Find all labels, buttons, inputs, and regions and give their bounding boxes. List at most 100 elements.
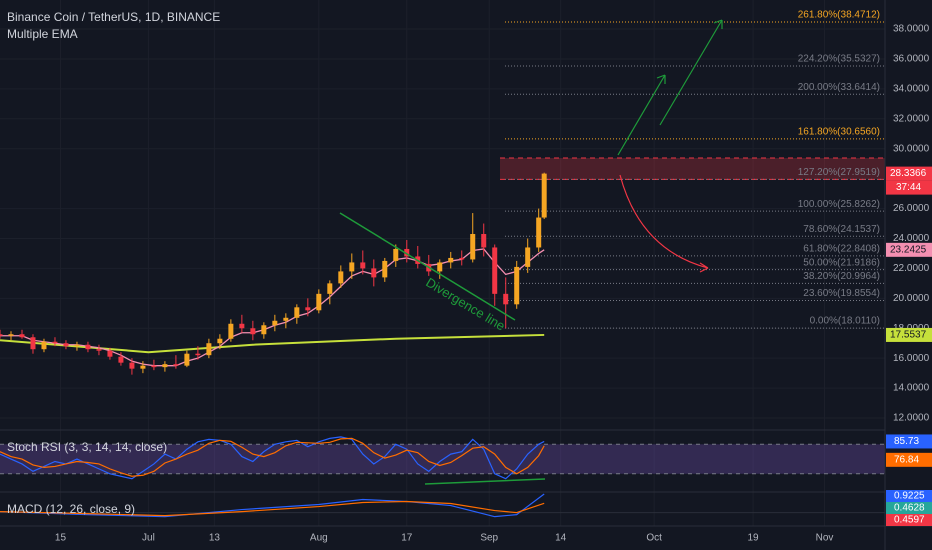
stoch-line <box>0 436 545 480</box>
candle-body <box>96 349 102 351</box>
macd-tag <box>886 502 932 514</box>
candle-body <box>30 337 36 350</box>
chart-title: Binance Coin / TetherUS, 1D, BINANCE <box>7 10 220 24</box>
fib-label: 61.80%(22.8408) <box>803 243 880 254</box>
x-tick-label: Nov <box>816 533 834 544</box>
candle-body <box>107 350 113 357</box>
candle-body <box>195 353 201 356</box>
candle-body <box>437 262 443 272</box>
candle-body <box>173 364 179 366</box>
macd-line <box>0 500 545 517</box>
candle-body <box>316 293 322 311</box>
stoch-tag-label: 76.84 <box>894 454 919 465</box>
candle-body <box>327 283 333 294</box>
macd-tag <box>886 490 932 502</box>
candle-body <box>217 338 223 344</box>
candle-body <box>338 271 344 284</box>
candle-body <box>503 293 509 305</box>
macd-tag-label: 0.4597 <box>894 515 925 526</box>
candle-body <box>239 323 245 329</box>
candle-body <box>19 334 25 338</box>
x-tick-label: Aug <box>310 533 328 544</box>
price-tag <box>886 242 932 257</box>
candle-body <box>8 334 14 336</box>
countdown-tag <box>886 180 932 195</box>
candle-body <box>41 341 47 350</box>
candle-body <box>492 247 498 294</box>
candle-body <box>393 248 399 261</box>
y-tick-label: 16.0000 <box>893 353 930 364</box>
candle-body <box>349 262 355 272</box>
y-tick-label: 20.0000 <box>893 293 930 304</box>
candle-body <box>129 362 135 369</box>
zone <box>500 157 885 180</box>
candle-body <box>382 260 388 278</box>
candle-body <box>470 234 476 260</box>
indicator-title: MACD (12, 26, close, 9) <box>7 502 135 516</box>
y-tick-label: 12.0000 <box>893 413 930 424</box>
countdown: 37:44 <box>896 182 921 193</box>
candle-body <box>0 334 3 336</box>
price-tag <box>886 327 932 342</box>
x-tick-label: 13 <box>209 533 221 544</box>
candle-body <box>525 247 531 267</box>
candle-body <box>404 248 410 257</box>
fib-label: 100.00%(25.8262) <box>798 199 880 210</box>
y-tick-label: 34.0000 <box>893 84 930 95</box>
candle-body <box>184 353 190 366</box>
candle-body <box>360 262 366 269</box>
candle-body <box>118 356 124 363</box>
candle-body <box>459 257 465 260</box>
candle-body <box>85 344 91 350</box>
macd-tag-label: 0.9225 <box>894 491 925 502</box>
price-tag-label: 23.2425 <box>890 244 927 255</box>
fib-label: 38.20%(20.9964) <box>803 271 880 282</box>
arrow <box>659 19 723 126</box>
macd-tag-label: 0.4628 <box>894 503 925 514</box>
x-tick-label: 15 <box>55 533 67 544</box>
y-tick-label: 26.0000 <box>893 203 930 214</box>
y-tick-label: 36.0000 <box>893 54 930 65</box>
divergence-line <box>339 212 516 321</box>
stoch-tag-label: 85.73 <box>894 436 919 447</box>
candle-body <box>151 365 157 368</box>
y-tick-label: 30.0000 <box>893 143 930 154</box>
candle-body <box>162 364 168 368</box>
arrow <box>617 74 666 156</box>
macd-tag <box>886 514 932 526</box>
candle-body <box>514 266 520 305</box>
stoch-tag <box>886 434 932 449</box>
subtitle: Multiple EMA <box>7 27 78 41</box>
plot: 261.80%(38.4712) 224.20%(35.5327) 200.00%(… <box>0 9 885 518</box>
candle-body <box>52 341 58 344</box>
fib-label: 78.60%(24.1537) <box>803 224 880 235</box>
candle-body <box>305 307 311 311</box>
fib-label: 23.60%(19.8554) <box>803 288 880 299</box>
candle-body <box>536 217 542 248</box>
fib-label: 50.00%(21.9186) <box>803 257 880 268</box>
candle-body <box>371 268 377 278</box>
y-tick-label: 38.0000 <box>893 24 930 35</box>
candle-body <box>74 344 80 347</box>
y-tick-label: 22.0000 <box>893 263 930 274</box>
macd-line <box>0 493 545 518</box>
stoch-tag <box>886 452 932 467</box>
fib-label: 261.80%(38.4712) <box>798 10 880 21</box>
candle-body <box>206 343 212 356</box>
candle-body <box>283 317 289 321</box>
x-tick-label: 14 <box>555 533 567 544</box>
candle-body <box>228 323 234 339</box>
x-tick-label: Oct <box>646 533 662 544</box>
fib-label: 161.80%(30.6560) <box>798 127 880 138</box>
candle-body <box>294 307 300 318</box>
price-tag-label: 17.5537 <box>890 330 927 341</box>
y-tick-label: 32.0000 <box>893 113 930 124</box>
candle-body <box>261 325 267 335</box>
price-tag-label: 28.3366 <box>890 168 927 179</box>
fib-label: 224.20%(35.5327) <box>798 54 880 65</box>
fib-label: 200.00%(33.6414) <box>798 82 880 93</box>
divergence-line <box>424 478 546 485</box>
price-tag <box>886 166 932 181</box>
